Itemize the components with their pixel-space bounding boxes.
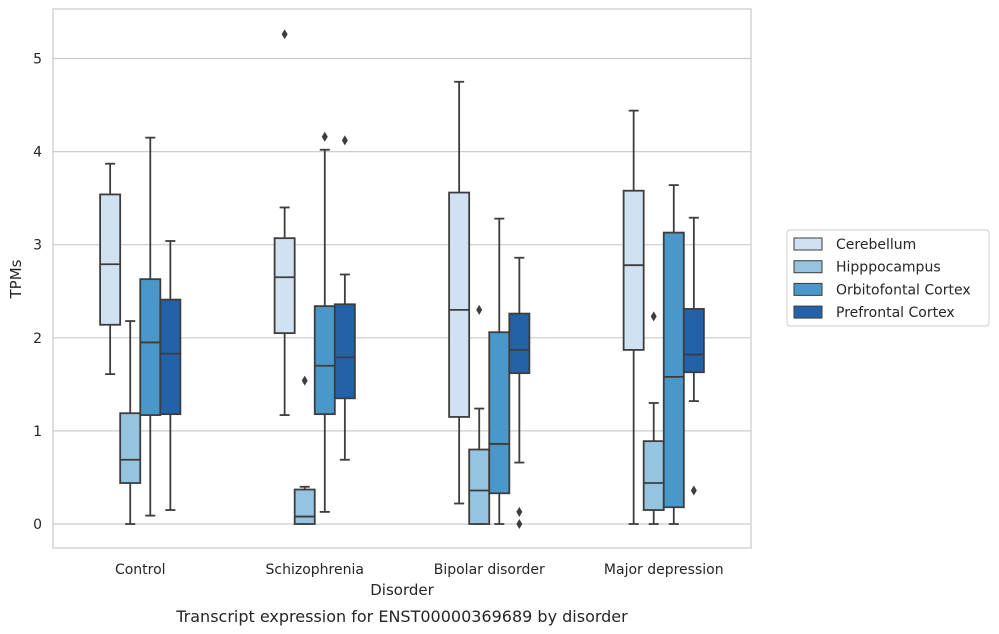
box-body	[139, 278, 162, 416]
x-tick-label: Bipolar disorder	[434, 562, 545, 578]
y-tick-label: 3	[33, 238, 42, 254]
outlier-point	[476, 304, 483, 315]
x-tick-label: Control	[115, 562, 166, 578]
x-axis-title: Disorder	[370, 581, 434, 599]
outlier-point	[301, 375, 308, 386]
box-body	[119, 412, 142, 484]
outlier-point	[650, 311, 657, 322]
box-cerebellum	[622, 109, 645, 525]
box-body	[313, 305, 336, 416]
box-body	[468, 448, 491, 525]
legend-frame	[786, 229, 990, 327]
outlier-point	[690, 485, 697, 496]
outlier-point	[341, 135, 348, 146]
box-body	[488, 331, 511, 495]
box-body	[333, 303, 356, 400]
plot-frame	[52, 8, 752, 549]
legend-swatch	[793, 305, 823, 319]
box-body	[642, 440, 665, 511]
x-tick-label: Schizophrenia	[266, 562, 364, 578]
box-body	[662, 231, 685, 509]
y-axis-title: TPMs	[7, 259, 25, 299]
legend-label: Cerebellum	[836, 237, 916, 253]
box-body	[273, 237, 296, 335]
box-body	[508, 312, 531, 375]
y-tick-label: 0	[33, 517, 42, 533]
legend: Cerebellum Hipppocampus Orbitofontal Corte…	[786, 229, 990, 327]
y-tick-label: 5	[33, 52, 42, 68]
outlier-point	[321, 131, 328, 142]
box-prefrontal-cortex	[333, 135, 356, 461]
legend-label: Prefrontal Cortex	[836, 305, 955, 321]
box-plot-area	[99, 29, 705, 529]
box-cerebellum	[273, 29, 296, 416]
y-tick-label: 4	[33, 145, 42, 161]
y-axis-ticks: 0 1 2 3 4 5	[33, 52, 42, 534]
box-orbitofontal-cortex	[488, 217, 511, 525]
legend-swatch	[793, 237, 823, 251]
box-prefrontal-cortex	[159, 240, 182, 511]
box-body	[682, 308, 705, 374]
box-prefrontal-cortex	[682, 216, 705, 496]
outlier-point	[516, 519, 523, 529]
box-cerebellum	[99, 162, 122, 376]
y-tick-label: 2	[33, 331, 42, 347]
box-body	[448, 191, 471, 418]
outlier-point	[281, 29, 288, 40]
box-orbitofontal-cortex	[139, 136, 162, 517]
chart-caption: Transcript expression for ENST0000036968…	[175, 607, 628, 626]
box-prefrontal-cortex	[508, 256, 531, 529]
legend-swatch	[793, 260, 823, 274]
y-tick-label: 1	[33, 424, 42, 440]
box-body	[159, 298, 182, 416]
box-orbitofontal-cortex	[313, 131, 336, 513]
outlier-point	[516, 506, 523, 517]
x-tick-label: Major depression	[604, 562, 724, 578]
box-body	[293, 488, 316, 525]
box-hipppocampus	[119, 320, 142, 525]
box-cerebellum	[448, 80, 471, 505]
legend-label: Hipppocampus	[836, 260, 941, 276]
legend-swatch	[793, 282, 823, 296]
box-hipppocampus	[293, 375, 316, 525]
box-hipppocampus	[642, 311, 665, 525]
box-body	[622, 189, 645, 351]
x-axis-ticks: Control Schizophrenia Bipolar disorder Majo…	[115, 562, 724, 578]
box-orbitofontal-cortex	[662, 184, 685, 525]
legend-label: Orbitofontal Cortex	[836, 282, 971, 298]
box-body	[99, 193, 122, 326]
